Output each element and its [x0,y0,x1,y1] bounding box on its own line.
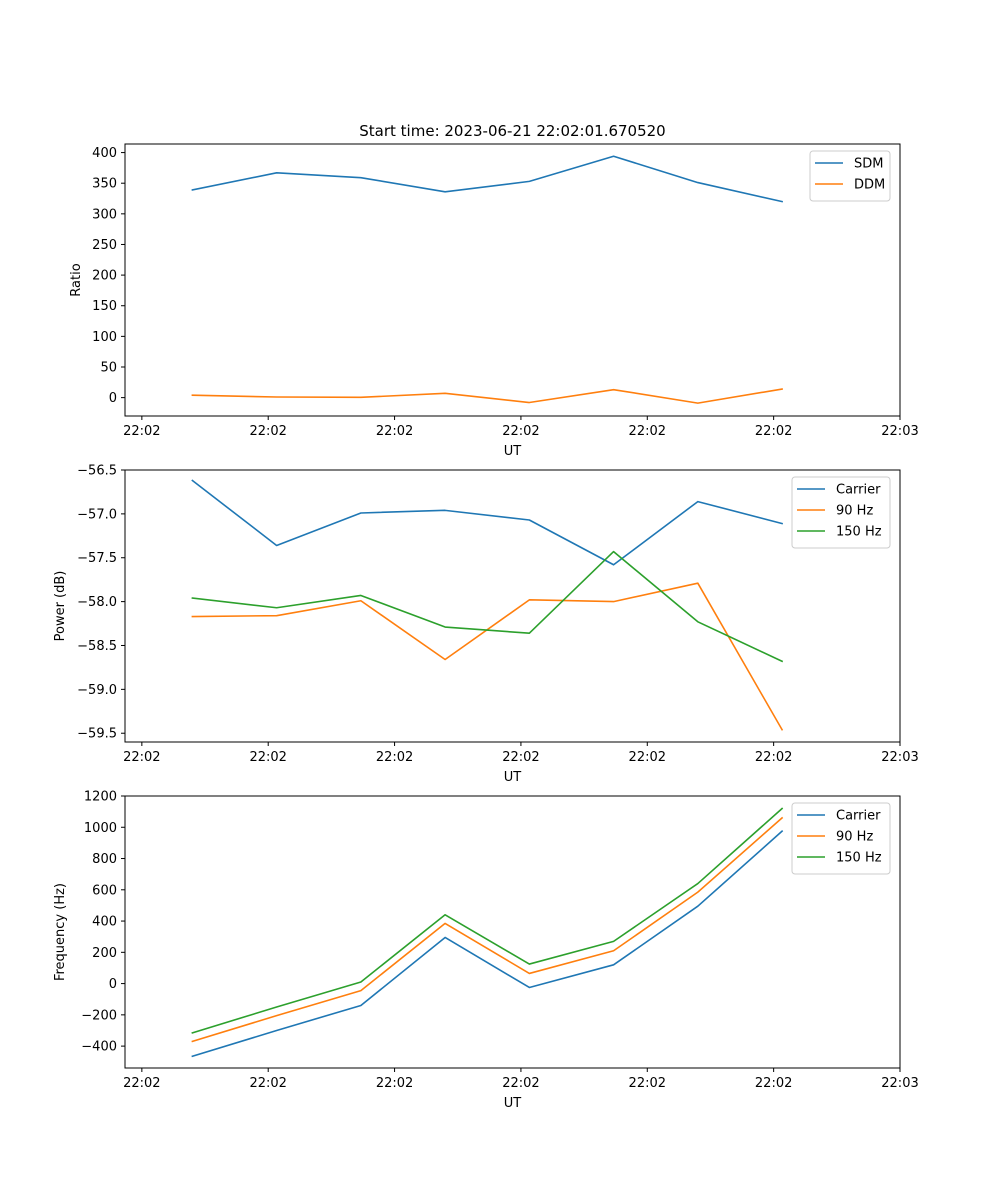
y-tick-label: −59.5 [77,727,117,742]
y-axis-label: Power (dB) [53,571,68,642]
x-tick-label: 22:02 [123,424,160,439]
series-line-sdm [191,155,784,203]
x-tick-label: 22:02 [376,424,413,439]
x-tick-label: 22:02 [502,424,539,439]
y-tick-label: 400 [92,915,117,930]
series-line-carrier [191,479,784,566]
y-tick-label: 150 [92,299,117,314]
x-tick-label: 22:02 [629,1076,666,1091]
legend-entry: DDM [854,178,885,193]
x-tick-label: 22:02 [249,1076,286,1091]
x-tick-label: 22:02 [376,750,413,765]
chart-panel-2: 22:02 22:02 22:02 22:02 22:02 22:02 22:03 −59.5… [53,464,919,786]
x-tick-label: 22:02 [629,424,666,439]
legend-entry: 90 Hz [836,830,873,845]
y-tick-label: 800 [92,852,117,867]
x-tick-label: 22:03 [881,1076,918,1091]
x-tick-label: 22:02 [755,1076,792,1091]
x-tick-label: 22:02 [755,424,792,439]
legend: SDM DDM [809,150,891,202]
x-tick-label: 22:03 [881,750,918,765]
y-tick-label: 200 [92,946,117,961]
x-tick-label: 22:02 [249,424,286,439]
y-tick-label: 1000 [84,821,117,836]
legend-entry: Carrier [836,483,881,498]
series-line-90-hz [191,816,784,1043]
y-axis-label: Frequency (Hz) [53,883,68,981]
x-tick-label: 22:02 [249,750,286,765]
y-tick-label: 300 [92,207,117,222]
legend-entry: Carrier [836,809,881,824]
y-tick-label: 250 [92,238,117,253]
chart-panel-3: 22:02 22:02 22:02 22:02 22:02 22:02 22:03 −400 −… [53,790,919,1112]
x-tick-label: 22:02 [755,750,792,765]
y-tick-label: 350 [92,177,117,192]
y-tick-label: 400 [92,146,117,161]
y-tick-label: 0 [109,977,117,992]
y-tick-label: 0 [109,391,117,406]
x-tick-label: 22:02 [629,750,666,765]
axes-frame [124,795,901,1069]
x-tick-label: 22:02 [502,1076,539,1091]
y-tick-label: −59.0 [77,683,117,698]
y-tick-label: −56.5 [77,464,117,479]
x-tick-label: 22:02 [123,750,160,765]
chart-title: Start time: 2023-06-21 22:02:01.670520 [359,122,665,140]
series-line-90-hz [191,582,784,731]
series-line-ddm [191,388,783,404]
y-tick-label: −57.0 [77,507,117,522]
x-tick-label: 22:02 [123,1076,160,1091]
legend: Carrier 90 Hz 150 Hz [791,476,891,549]
series-line-carrier [191,830,784,1058]
x-axis-label: UT [504,770,522,785]
legend: Carrier 90 Hz 150 Hz [791,802,891,875]
legend-entry: 150 Hz [836,851,882,866]
x-tick-label: 22:03 [881,424,918,439]
y-tick-label: −400 [81,1040,117,1055]
y-tick-label: 100 [92,330,117,345]
legend-entry: SDM [854,157,883,172]
y-tick-label: −57.5 [77,551,117,566]
x-tick-label: 22:02 [376,1076,413,1091]
legend-entry: 150 Hz [836,525,882,540]
y-tick-label: 200 [92,269,117,284]
y-axis-label: Ratio [69,263,84,296]
chart-panel-1: Start time: 2023-06-21 22:02:01.670520 22… [69,122,919,459]
x-tick-label: 22:02 [502,750,539,765]
series-line-150-hz [191,807,784,1034]
axes-frame [124,143,901,417]
legend-entry: 90 Hz [836,504,873,519]
y-tick-label: 50 [100,360,117,375]
y-tick-label: 600 [92,883,117,898]
x-axis-label: UT [504,1096,522,1111]
y-tick-label: −58.5 [77,639,117,654]
y-tick-label: 1200 [84,790,117,805]
y-tick-label: −58.0 [77,595,117,610]
axes-frame [124,469,901,743]
y-tick-label: −200 [81,1008,117,1023]
series-line-150-hz [191,550,784,663]
x-axis-label: UT [504,444,522,459]
